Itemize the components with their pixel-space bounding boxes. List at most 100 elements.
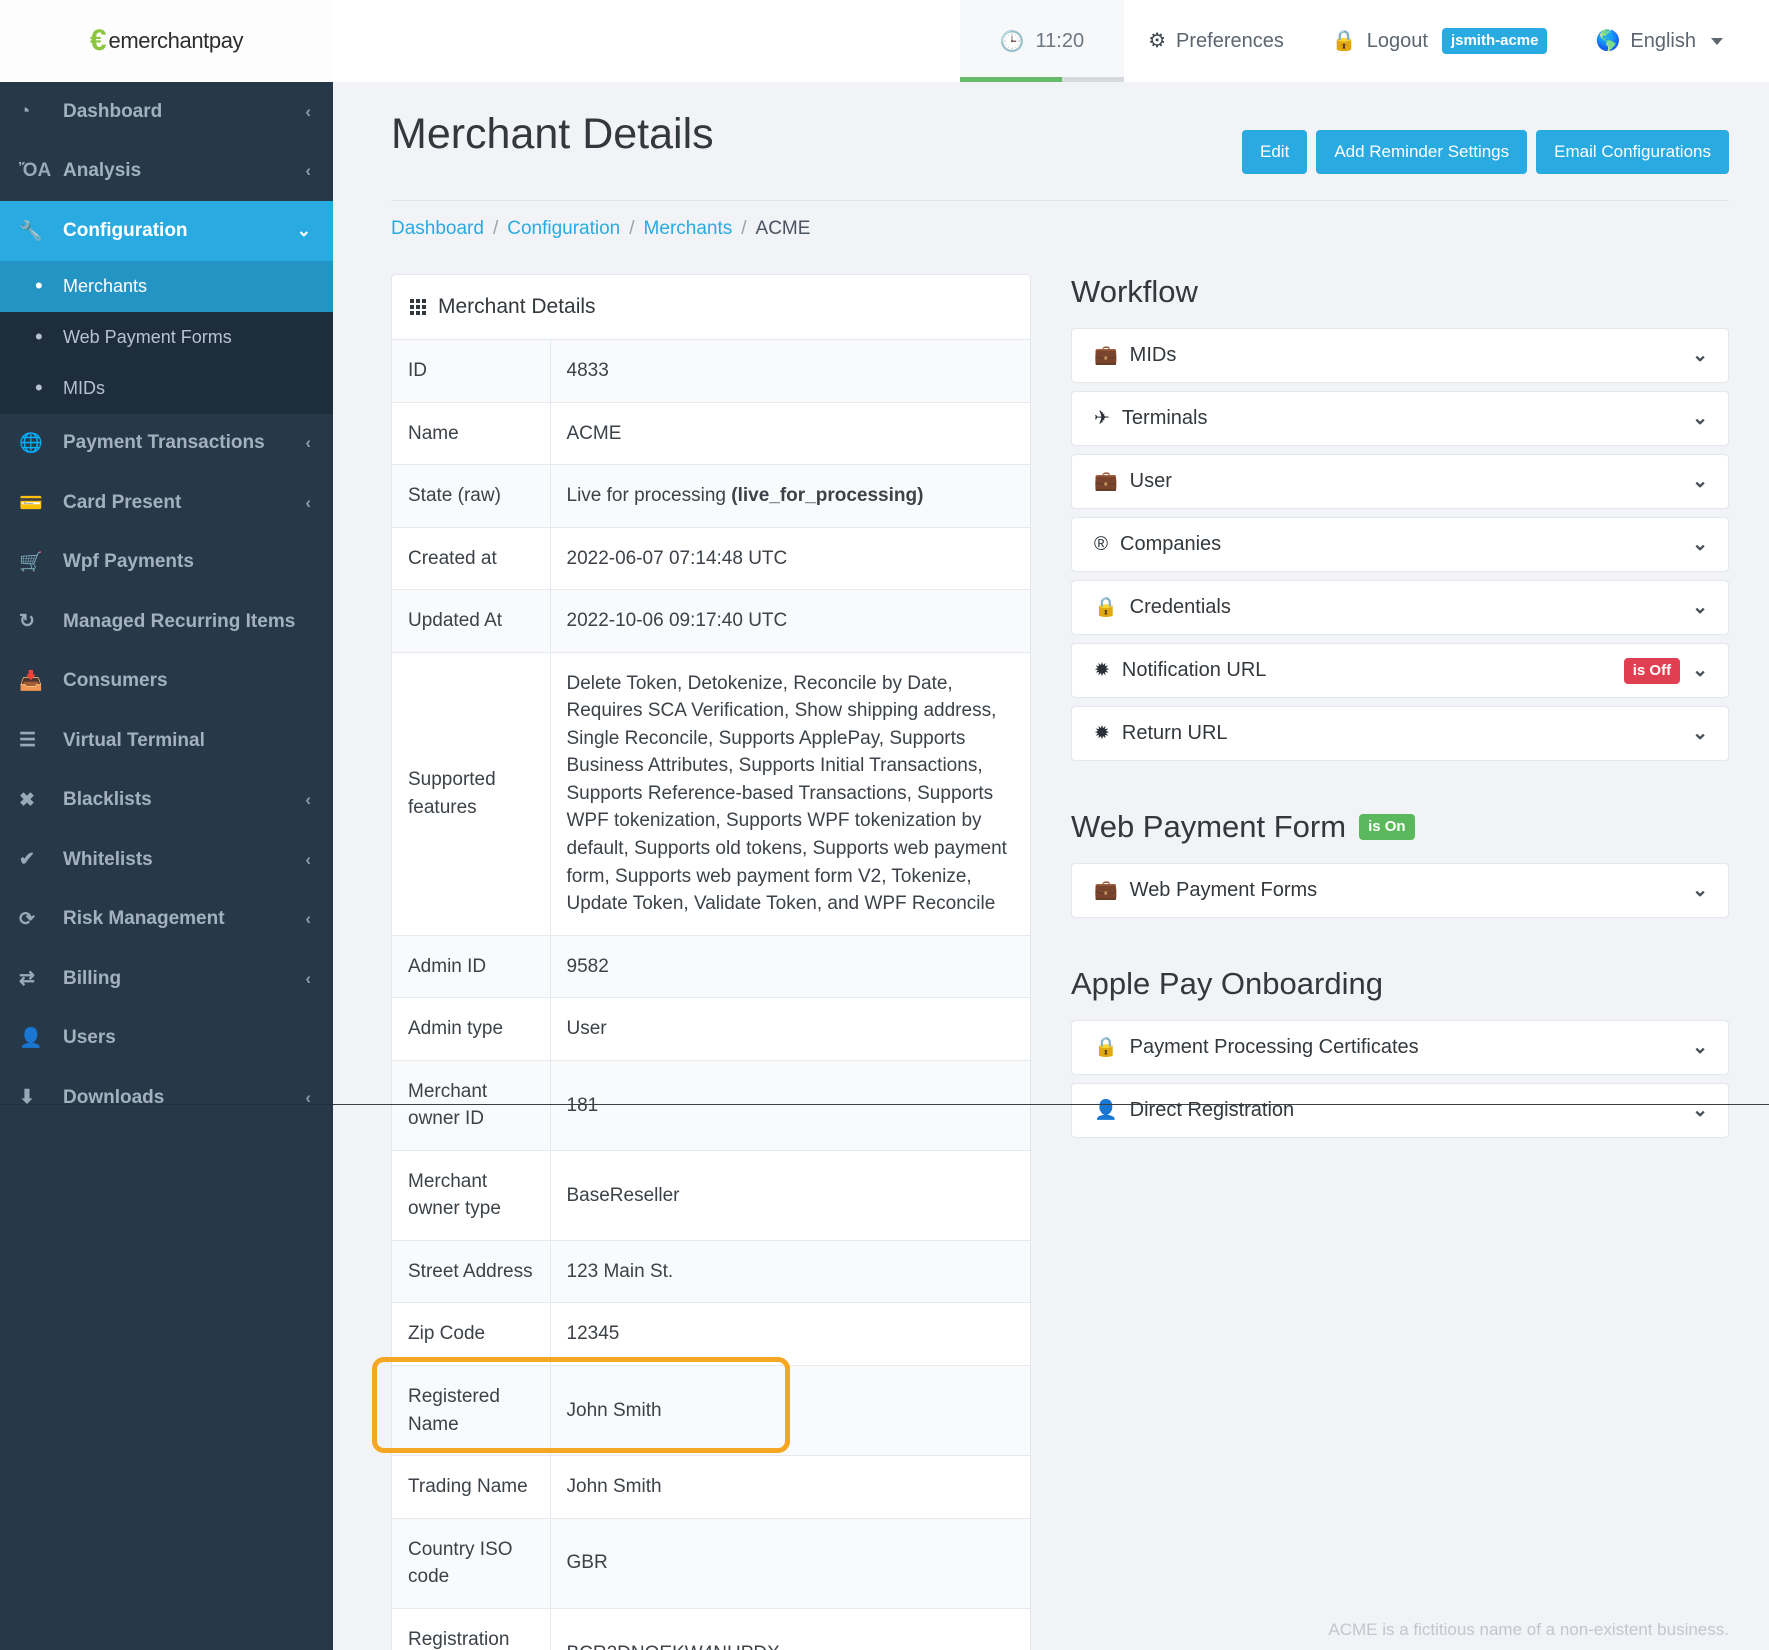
sidebar-item-managed-recurring-items[interactable]: ↻ Managed Recurring Items: [0, 592, 333, 652]
detail-value: 2022-06-07 07:14:48 UTC: [566, 547, 788, 569]
sidebar-item-wpf-payments[interactable]: 🛒 Wpf Payments: [0, 533, 333, 593]
chevron-down-icon: [1711, 37, 1723, 45]
web-payment-form-section-title: Web Payment Form is On: [1071, 809, 1729, 845]
chevron-icon: ‹: [305, 849, 311, 869]
table-row: Zip Code 12345: [392, 1302, 1030, 1366]
consumers-icon: 📥: [19, 671, 43, 693]
briefcase-icon: 💼: [1094, 880, 1118, 901]
applepay-item-direct-registration[interactable]: 👤 Direct Registration ⌄: [1071, 1083, 1729, 1138]
detail-key: Registered Name: [392, 1365, 551, 1456]
breadcrumb-merchants[interactable]: Merchants: [643, 218, 733, 239]
page-action-buttons: Edit Add Reminder Settings Email Configu…: [1242, 110, 1729, 174]
workflow-item-label: MIDs: [1129, 344, 1177, 366]
sidebar-item-downloads[interactable]: ⬇ Downloads ‹: [0, 1068, 333, 1128]
detail-key: Name: [392, 402, 551, 465]
add-reminder-settings-button[interactable]: Add Reminder Settings: [1316, 130, 1528, 174]
detail-key: ID: [392, 340, 551, 403]
chevron-down-icon[interactable]: ⌄: [1692, 408, 1708, 429]
preferences-label: Preferences: [1176, 29, 1284, 52]
sidebar-item-configuration[interactable]: 🔧 Configuration ⌄: [0, 201, 333, 261]
workflow-item-label: Terminals: [1121, 407, 1208, 429]
sidebar-item-analysis[interactable]: ὌA Analysis ‹: [0, 142, 333, 202]
chevron-icon: ‹: [305, 433, 311, 453]
chevron-down-icon[interactable]: ⌄: [1692, 1100, 1708, 1121]
detail-value: 181: [566, 1094, 599, 1116]
bullet-icon: •: [35, 324, 43, 349]
user-icon: 👤: [19, 1028, 43, 1050]
chevron-down-icon[interactable]: ⌄: [1692, 597, 1708, 618]
top-bar: € emerchantpay 🕒 11:20 ⚙ Preferences 🔒 L…: [0, 0, 1769, 82]
sidebar-item-dashboard[interactable]: ◔ Dashboard ‹: [0, 82, 333, 142]
detail-key: Supported features: [392, 652, 551, 936]
emerchantpay-logo-icon: €: [89, 24, 107, 57]
wpf-item-web-payment-forms[interactable]: 💼 Web Payment Forms ⌄: [1071, 863, 1729, 918]
edit-button[interactable]: Edit: [1242, 130, 1308, 174]
chevron-down-icon[interactable]: ⌄: [1692, 345, 1708, 366]
detail-value: 123 Main St.: [566, 1260, 674, 1282]
viewport-divider-sidebar: [0, 1104, 333, 1105]
language-selector[interactable]: 🌎 English: [1571, 0, 1747, 82]
detail-value: Live for processing (live_for_processing…: [566, 485, 924, 507]
footer-disclaimer: ACME is a fictitious name of a non-exist…: [1328, 1620, 1729, 1639]
merchant-details-card-title: Merchant Details: [438, 295, 596, 318]
chevron-down-icon[interactable]: ⌄: [1692, 723, 1708, 744]
table-row: Registered Name John Smith: [392, 1365, 1030, 1456]
content-columns: Merchant Details ID 4833 Name ACME State (ra…: [391, 240, 1729, 1650]
detail-key: Updated At: [392, 589, 551, 653]
chevron-down-icon[interactable]: ⌄: [1692, 1037, 1708, 1058]
bullet-icon: •: [35, 273, 43, 298]
sidebar-item-payment-transactions[interactable]: 🌐 Payment Transactions ‹: [0, 414, 333, 474]
workflow-item-notification-url[interactable]: ✹ Notification URL is Off ⌄: [1071, 643, 1729, 698]
breadcrumb-dashboard[interactable]: Dashboard: [391, 218, 484, 239]
breadcrumb-configuration[interactable]: Configuration: [507, 218, 621, 239]
preferences-link[interactable]: ⚙ Preferences: [1124, 0, 1308, 82]
workflow-item-label: Return URL: [1121, 722, 1228, 744]
chevron-down-icon[interactable]: ⌄: [1692, 534, 1708, 555]
workflow-item-terminals[interactable]: ✈ Terminals ⌄: [1071, 391, 1729, 446]
workflow-item-user[interactable]: 💼 User ⌄: [1071, 454, 1729, 509]
sidebar-item-mids[interactable]: • MIDs: [0, 363, 333, 414]
sidebar-item-label: Consumers: [63, 670, 168, 692]
sidebar-item-merchants[interactable]: • Merchants: [0, 260, 333, 312]
workflow-item-companies[interactable]: ® Companies ⌄: [1071, 517, 1729, 572]
web-payment-form-list: 💼 Web Payment Forms ⌄: [1071, 863, 1729, 918]
table-row: Merchant owner ID 181: [392, 1060, 1030, 1151]
bar-chart-icon: ὌA: [19, 160, 52, 182]
sidebar-item-risk-management[interactable]: ⟳ Risk Management ‹: [0, 890, 333, 950]
globe-icon: 🌎: [1595, 30, 1621, 52]
sidebar-item-label: Billing: [63, 967, 122, 989]
sidebar-item-consumers[interactable]: 📥 Consumers: [0, 652, 333, 712]
detail-value: BaseReseller: [566, 1184, 680, 1206]
sidebar-item-virtual-terminal[interactable]: ☰ Virtual Terminal: [0, 711, 333, 771]
applepay-item-payment-processing-certificates[interactable]: 🔒 Payment Processing Certificates ⌄: [1071, 1020, 1729, 1075]
detail-value: 2022-10-06 09:17:40 UTC: [566, 610, 788, 632]
email-configurations-button[interactable]: Email Configurations: [1536, 130, 1729, 174]
sidebar-item-billing[interactable]: ⇄ Billing ‹: [0, 949, 333, 1009]
detail-value: 9582: [566, 955, 609, 977]
workflow-item-label: User: [1129, 470, 1172, 492]
workflow-item-return-url[interactable]: ✹ Return URL ⌄: [1071, 706, 1729, 761]
web-payment-form-status-badge: is On: [1359, 814, 1415, 840]
sidebar-item-card-present[interactable]: 💳 Card Present ‹: [0, 473, 333, 533]
lock-icon: 🔒: [1094, 1037, 1118, 1058]
chevron-down-icon[interactable]: ⌄: [1692, 660, 1708, 681]
sidebar-item-users[interactable]: 👤 Users: [0, 1009, 333, 1069]
lock-icon: 🔒: [1331, 30, 1357, 52]
logout-link[interactable]: 🔒 Logout jsmith-acme: [1308, 0, 1572, 82]
sidebar-item-label: Payment Transactions: [63, 432, 265, 454]
session-timer[interactable]: 🕒 11:20: [959, 0, 1125, 82]
chevron-down-icon[interactable]: ⌄: [1692, 880, 1708, 901]
table-row: Updated At 2022-10-06 09:17:40 UTC: [392, 589, 1030, 653]
workflow-item-label: Companies: [1120, 533, 1222, 555]
chevron-icon: ‹: [305, 492, 311, 512]
workflow-item-credentials[interactable]: 🔒 Credentials ⌄: [1071, 580, 1729, 635]
sidebar-item-blacklists[interactable]: ✖ Blacklists ‹: [0, 771, 333, 831]
sidebar-item-whitelists[interactable]: ✔ Whitelists ‹: [0, 830, 333, 890]
apple-pay-list: 🔒 Payment Processing Certificates ⌄ 👤 Direct…: [1071, 1020, 1729, 1138]
brand-logo[interactable]: € emerchantpay: [0, 0, 333, 82]
workflow-item-mids[interactable]: 💼 MIDs ⌄: [1071, 328, 1729, 383]
sidebar-item-web-payment-forms[interactable]: • Web Payment Forms: [0, 312, 333, 363]
chevron-down-icon[interactable]: ⌄: [1692, 471, 1708, 492]
workflow-item-label: Direct Registration: [1129, 1099, 1295, 1121]
workflow-item-label: Credentials: [1129, 596, 1231, 618]
